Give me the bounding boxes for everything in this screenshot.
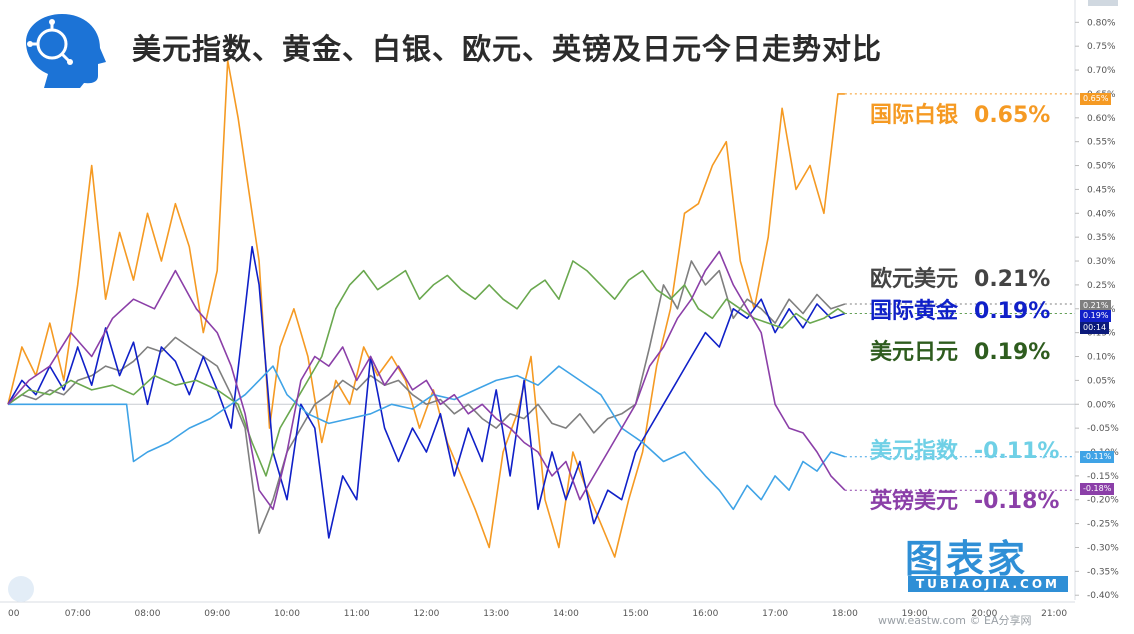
legend-usdjpy-value: 0.19% (974, 340, 1051, 365)
y-tick-label: 0.10% (1087, 353, 1116, 363)
y-tick-label: -0.15% (1087, 472, 1119, 482)
x-tick-label: 18:00 (832, 609, 858, 619)
y-tick-label: -0.20% (1087, 496, 1119, 506)
x-tick-label: 11:00 (344, 609, 370, 619)
y-tick-label: 0.80% (1087, 18, 1116, 28)
y-tick-label: -0.25% (1087, 520, 1119, 530)
legend-silver: 国际白银 0.65% (870, 97, 1050, 129)
price-badge-dxy: -0.11% (1080, 451, 1115, 463)
x-tick-label: 15:00 (623, 609, 649, 619)
y-tick-label: -0.30% (1087, 543, 1119, 553)
watermark-sub: TUBIAOJIA.COM (908, 576, 1068, 592)
y-tick-label: 0.60% (1087, 114, 1116, 124)
legend-usdjpy: 美元日元 0.19% (870, 334, 1050, 366)
y-tick-label: 0.50% (1087, 162, 1116, 172)
x-tick-label: 16:00 (692, 609, 718, 619)
watermark-brand: 图表家 (905, 537, 1029, 581)
series-line-gold (7, 245, 846, 539)
price-badge-gbpusd: -0.18% (1080, 483, 1115, 495)
legend-silver-value: 0.65% (974, 103, 1051, 128)
axis-layer: 0.80% 0.75% 0.70% 0.65% 0.60% 0.55% 0.50% 0.45%… (0, 0, 1119, 619)
series-line-eurusd (7, 260, 846, 534)
legend-gold-value: 0.19% (974, 299, 1051, 324)
x-tick-label: 13:00 (483, 609, 509, 619)
time-badge: 00:14 (1080, 322, 1110, 334)
y-tick-label: 0.00% (1087, 400, 1116, 410)
series-line-silver (7, 59, 845, 558)
y-tick-label: 0.40% (1087, 209, 1116, 219)
x-tick-label: 12:00 (413, 609, 439, 619)
y-tick-label: -0.05% (1087, 424, 1119, 434)
x-tick-label: 17:00 (762, 609, 788, 619)
y-tick-label: -0.40% (1087, 591, 1119, 601)
legend-silver-name: 国际白银 (870, 103, 959, 128)
price-badge-gold: 0.19% (1080, 310, 1112, 322)
price-badge-eurusd: 0.21% (1080, 300, 1112, 312)
legend-usdjpy-name: 美元日元 (870, 340, 959, 365)
legend-gbpusd-name: 英镑美元 (870, 489, 959, 514)
series-layer (7, 59, 1075, 558)
x-tick-label: 20:00 (971, 609, 997, 619)
y-tick-label: 0.45% (1087, 185, 1116, 195)
tradingview-cloud-icon[interactable] (8, 576, 34, 602)
legend-gold: 国际黄金 0.19% (870, 293, 1050, 325)
legend-eurusd: 欧元美元 0.21% (870, 261, 1050, 293)
x-tick-label: 21:00 (1041, 609, 1067, 619)
y-tick-label: 0.70% (1087, 66, 1116, 76)
x-tick-label: 09:00 (204, 609, 230, 619)
y-tick-label: 0.75% (1087, 42, 1116, 52)
y-tick-label: 0.05% (1087, 376, 1116, 386)
y-tick-label: -0.35% (1087, 567, 1119, 577)
source-text: www.eastw.com © EA分享网 (878, 614, 1032, 627)
series-line-gbpusd (7, 250, 846, 511)
legend-gbpusd-value: -0.18% (974, 489, 1060, 514)
y-tick-label: 0.25% (1087, 281, 1116, 291)
series-line-dxy (8, 365, 846, 511)
legend-gbpusd: 英镑美元 -0.18% (870, 483, 1059, 515)
series-line-usdjpy (7, 260, 846, 477)
legend-eurusd-value: 0.21% (974, 267, 1051, 292)
robot-head-logo-icon (26, 14, 106, 88)
legend-dxy-name: 美元指数 (870, 439, 959, 464)
legend-dxy-value: -0.11% (974, 439, 1060, 464)
y-tick-label: 0.30% (1087, 257, 1116, 267)
x-tick-label: 08:00 (135, 609, 161, 619)
x-tick-label: 00 (8, 609, 20, 619)
scroll-handle[interactable] (1088, 0, 1118, 6)
x-tick-label: 07:00 (65, 609, 91, 619)
legend-gold-name: 国际黄金 (870, 299, 959, 324)
y-tick-label: 0.55% (1087, 138, 1116, 148)
y-tick-label: 0.35% (1087, 233, 1116, 243)
price-badge-silver: 0.65% (1080, 93, 1112, 105)
x-tick-label: 14:00 (553, 609, 579, 619)
legend-dxy: 美元指数 -0.11% (870, 433, 1059, 465)
page-title: 美元指数、黄金、白银、欧元、英镑及日元今日走势对比 (132, 32, 883, 66)
x-tick-label: 10:00 (274, 609, 300, 619)
x-tick-label: 19:00 (902, 609, 928, 619)
legend-eurusd-name: 欧元美元 (870, 267, 959, 292)
